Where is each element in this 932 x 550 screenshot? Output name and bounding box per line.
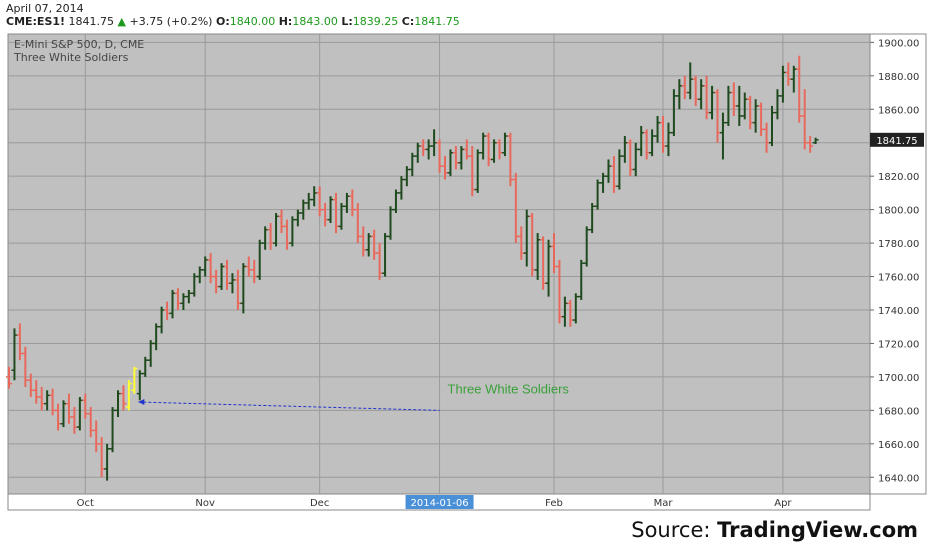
high-label: H: xyxy=(278,15,293,28)
open-value: 1840.00 xyxy=(229,15,276,28)
y-tick-label: 1780.00 xyxy=(878,239,919,250)
y-tick-label: 1800.00 xyxy=(878,206,919,217)
y-tick-label: 1700.00 xyxy=(878,373,919,384)
close-label: C: xyxy=(401,15,415,28)
open-label: O: xyxy=(215,15,230,28)
source-prefix: Source: xyxy=(631,518,718,542)
ohlc-bar xyxy=(120,385,127,411)
ohlc-bar xyxy=(6,366,12,389)
annotation-arrow-line xyxy=(138,401,440,411)
x-tick-label: Dec xyxy=(310,498,329,509)
high-value: 1843.00 xyxy=(292,15,338,28)
up-arrow-icon: ▲ xyxy=(117,15,127,28)
y-tick-label: 1820.00 xyxy=(878,172,919,183)
symbol-label[interactable]: CME:ES1! xyxy=(6,15,66,28)
chart-title: E-Mini S&P 500, D, CME xyxy=(14,38,144,51)
annotation-arrow-head xyxy=(138,399,145,405)
last-price-tag-label: 1841.75 xyxy=(876,136,917,147)
last-price-tag xyxy=(870,132,924,147)
x-cursor-badge xyxy=(405,495,474,509)
y-tick-label: 1860.00 xyxy=(878,105,919,116)
x-tick-label: 2014-01-06 xyxy=(410,498,468,509)
x-tick-label: Nov xyxy=(195,498,215,509)
y-tick-label: 1660.00 xyxy=(878,440,919,451)
last-price: 1841.75 xyxy=(68,15,115,28)
y-tick-label: 1880.00 xyxy=(878,72,919,83)
x-tick-label: Feb xyxy=(545,498,563,509)
chart-date: April 07, 2014 xyxy=(6,2,84,15)
low-label: L: xyxy=(341,15,353,28)
x-tick-label: Oct xyxy=(77,498,94,509)
low-value: 1839.25 xyxy=(352,15,399,28)
ohlc-bar xyxy=(812,137,819,144)
x-tick-label: Mar xyxy=(654,498,674,509)
y-tick-label: 1640.00 xyxy=(878,473,919,484)
y-tick-label: 1760.00 xyxy=(878,273,919,284)
highlighted-ohlc-bar xyxy=(125,380,132,411)
highlighted-ohlc-bar xyxy=(131,366,138,394)
annotation-text: Three White Soldiers xyxy=(448,382,570,397)
close-value: 1841.75 xyxy=(414,15,460,28)
indicator-label: Three White Soldiers xyxy=(13,51,129,64)
y-tick-label: 1900.00 xyxy=(878,38,919,49)
price-change: +3.75 (+0.2%) xyxy=(129,15,213,28)
source-credit: Source: TradingView.com xyxy=(631,518,918,542)
source-name: TradingView.com xyxy=(717,518,918,542)
y-tick-label: 1740.00 xyxy=(878,306,919,317)
quote-bar: CME:ES1! 1841.75 ▲ +3.75 (+0.2%) O:1840.… xyxy=(6,15,460,28)
y-tick-label: 1680.00 xyxy=(878,406,919,417)
price-axis[interactable] xyxy=(869,33,927,495)
x-tick-label: Apr xyxy=(774,498,792,509)
plot-area[interactable] xyxy=(7,33,871,495)
y-tick-label: 1720.00 xyxy=(878,339,919,350)
ohlc-bar xyxy=(807,136,814,153)
